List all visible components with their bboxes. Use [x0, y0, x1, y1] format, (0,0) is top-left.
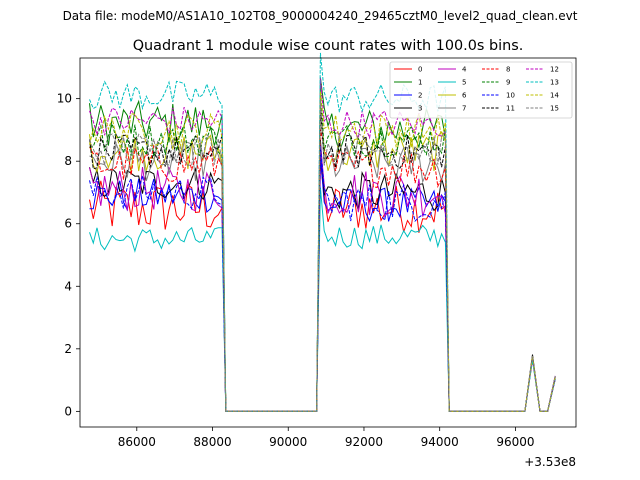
x-offset-label: +3.53e8: [524, 455, 576, 469]
x-tick-label: 96000: [496, 435, 534, 449]
legend-label-4: 4: [462, 66, 467, 74]
x-tick-label: 92000: [345, 435, 383, 449]
x-tick-label: 90000: [269, 435, 307, 449]
y-tick-label: 8: [64, 154, 72, 168]
legend-label-12: 12: [550, 66, 559, 74]
legend-label-9: 9: [506, 79, 510, 87]
series-line-13: [89, 52, 556, 412]
y-tick-label: 4: [64, 279, 72, 293]
legend-label-5: 5: [462, 79, 466, 87]
x-tick-label: 94000: [421, 435, 459, 449]
legend-label-11: 11: [506, 105, 515, 113]
axes-frame: [79, 57, 577, 428]
legend-box: [389, 61, 573, 119]
series-layer: [89, 52, 556, 412]
x-axis: 86000 88000 90000 92000 94000 96000: [118, 427, 535, 449]
series-line-10: [89, 146, 556, 412]
legend-label-3: 3: [418, 105, 422, 113]
series-line-14: [89, 91, 556, 412]
y-tick-label: 10: [57, 92, 72, 106]
series-line-11: [89, 106, 556, 412]
series-line-5: [89, 187, 556, 412]
y-tick-label: 6: [64, 217, 72, 231]
legend-label-14: 14: [550, 92, 559, 100]
x-tick-label: 88000: [193, 435, 231, 449]
legend-label-0: 0: [418, 66, 422, 74]
data-file-title: Data file: modeM0/AS1A10_102T08_90000042…: [63, 9, 578, 23]
series-line-15: [89, 99, 556, 412]
y-tick-label: 2: [64, 342, 72, 356]
legend-label-2: 2: [418, 92, 422, 100]
x-tick-label: 86000: [118, 435, 156, 449]
legend-label-6: 6: [462, 92, 467, 100]
legend-label-13: 13: [550, 79, 559, 87]
legend-label-8: 8: [506, 66, 510, 74]
legend-label-10: 10: [506, 92, 515, 100]
chart-title: Quadrant 1 module wise count rates with …: [133, 38, 524, 54]
y-axis: 0 2 4 6 8 10: [57, 92, 80, 418]
legend-label-1: 1: [418, 79, 422, 87]
legend-label-15: 15: [550, 105, 559, 113]
y-tick-label: 0: [64, 404, 72, 418]
legend-label-7: 7: [462, 105, 466, 113]
